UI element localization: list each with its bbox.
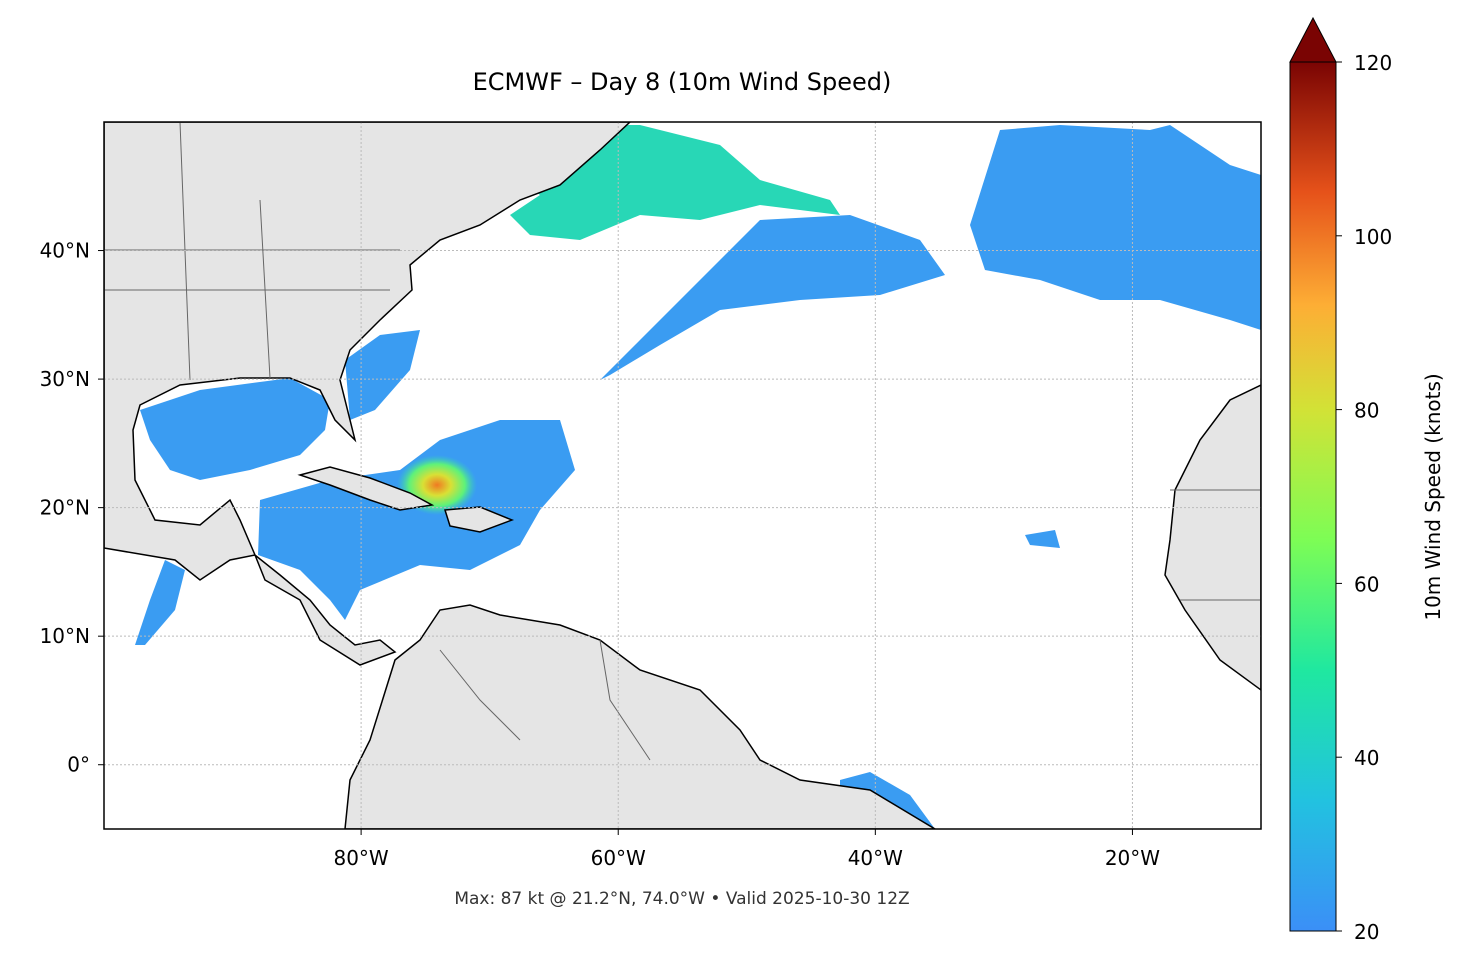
wind-swath — [600, 215, 945, 380]
y-tick-label: 0° — [67, 753, 90, 777]
x-tick-label: 40°W — [848, 846, 903, 870]
wind-swath — [1025, 530, 1060, 548]
map-frame — [103, 121, 1262, 830]
north-america — [104, 122, 632, 666]
colorbar-tick-label: 80 — [1354, 399, 1379, 423]
colorbar-tick-label: 40 — [1354, 746, 1379, 770]
south-america — [344, 604, 937, 829]
y-tick-label: 40°N — [40, 239, 90, 263]
x-tick-label: 20°W — [1105, 846, 1160, 870]
colorbar — [1289, 16, 1337, 932]
colorbar-tick-label: 20 — [1354, 920, 1379, 944]
x-tick-label: 80°W — [333, 846, 388, 870]
footer-note: Max: 87 kt @ 21.2°N, 74.0°W • Valid 2025… — [454, 889, 909, 909]
graticule — [104, 122, 1261, 829]
wind-swath — [135, 560, 185, 645]
x-tick-label: 60°W — [591, 846, 646, 870]
hispaniola — [444, 506, 515, 533]
y-tick-label: 10°N — [40, 624, 90, 648]
cuba — [297, 466, 435, 511]
wind-swath — [258, 420, 575, 620]
colorbar-extend — [1289, 16, 1337, 63]
map-title: ECMWF – Day 8 (10m Wind Speed) — [473, 68, 892, 96]
map-area — [104, 122, 1261, 829]
y-tick-label: 30°N — [40, 367, 90, 391]
wind-swath — [345, 330, 420, 420]
colorbar-label: 10m Wind Speed (knots) — [1421, 373, 1445, 620]
colorbar-tick-label: 120 — [1354, 51, 1392, 75]
wind-swath — [970, 125, 1261, 330]
wind-swath — [140, 378, 330, 480]
colorbar-scale — [1289, 61, 1337, 932]
colorbar-tick-label: 100 — [1354, 225, 1392, 249]
africa — [1164, 384, 1261, 691]
y-tick-label: 20°N — [40, 496, 90, 520]
colorbar-tick-label: 60 — [1354, 572, 1379, 596]
